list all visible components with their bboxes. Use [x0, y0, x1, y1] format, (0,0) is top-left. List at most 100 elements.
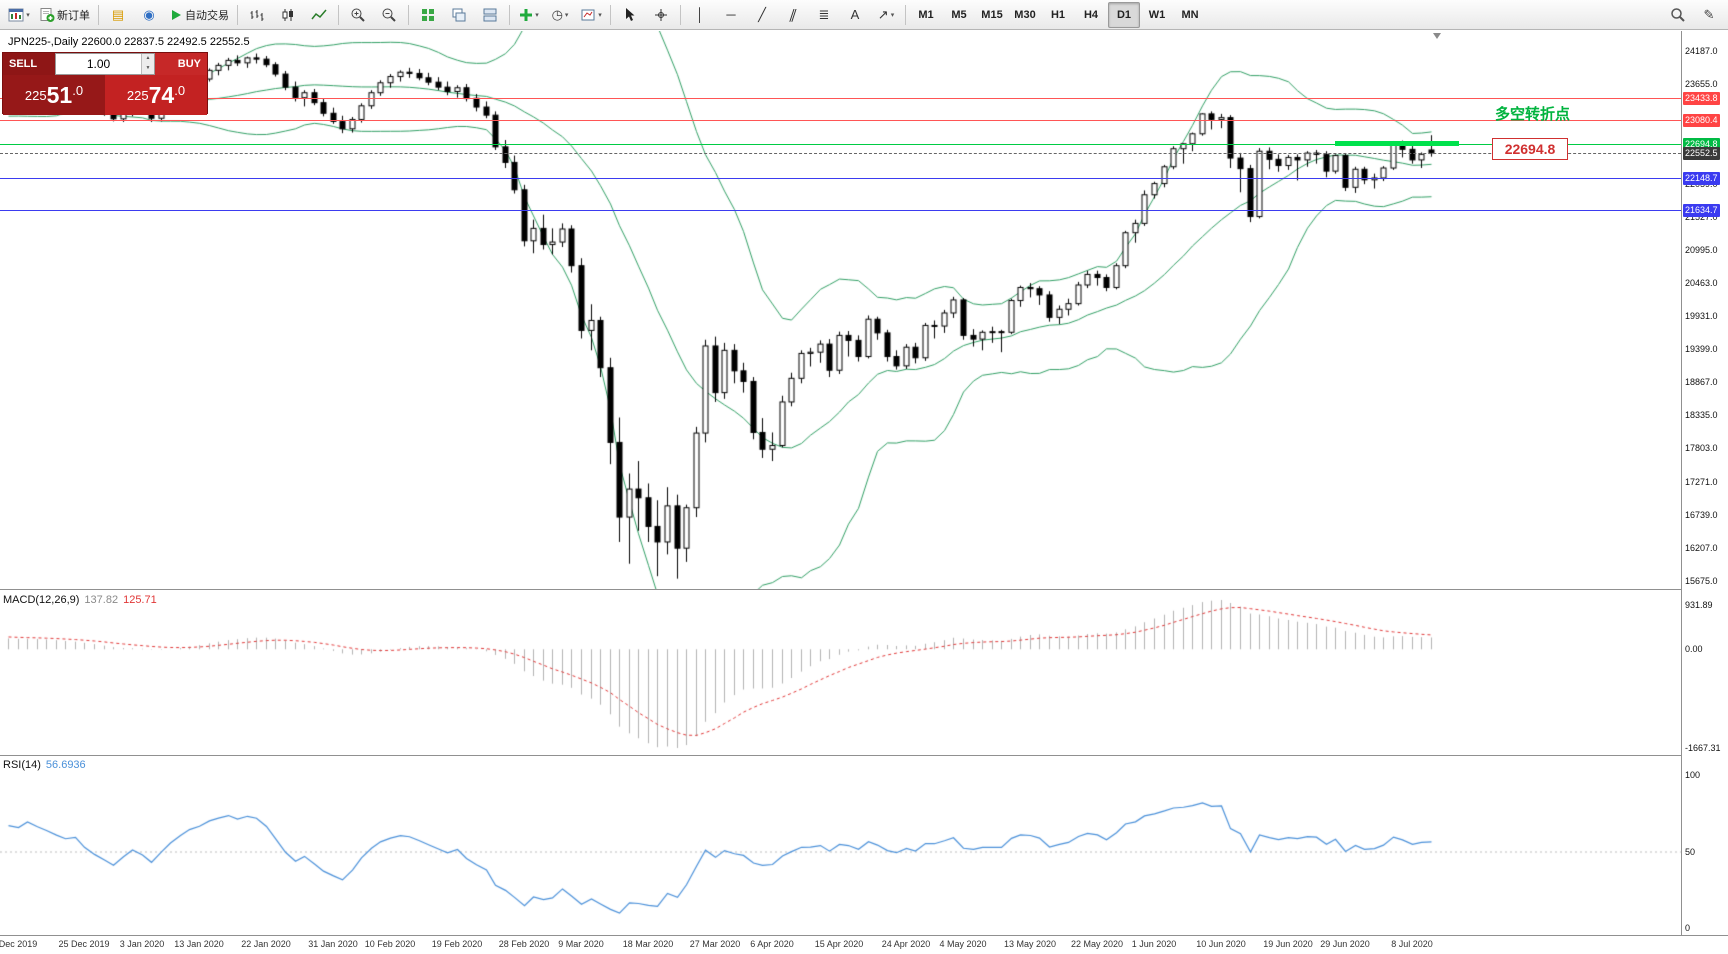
cascade-windows-button[interactable]: [444, 2, 474, 28]
sell-button[interactable]: SELL: [3, 53, 55, 75]
chevron-down-icon: ▾: [564, 11, 569, 19]
macd-canvas[interactable]: [0, 590, 1681, 756]
line-chart-button[interactable]: [304, 2, 334, 28]
main-chart-canvas[interactable]: [0, 31, 1681, 590]
new-order-button[interactable]: 新订单: [35, 2, 94, 28]
indicators-button[interactable]: ▾: [514, 2, 544, 28]
zoom-out-icon: [381, 7, 397, 23]
price-axis-badge: 23080.4: [1683, 114, 1720, 127]
templates-button[interactable]: ▾: [576, 2, 606, 28]
buy-price-button[interactable]: 225 74.0: [105, 75, 207, 115]
text-button[interactable]: A: [840, 2, 870, 28]
tile-windows-button[interactable]: [413, 2, 443, 28]
zoom-out-button[interactable]: [374, 2, 404, 28]
timeframe-mn-button-label: MN: [1181, 8, 1199, 21]
arrows-button[interactable]: ↗ ▾: [871, 2, 901, 28]
timeframe-m30-button[interactable]: M30: [1009, 2, 1041, 28]
timeframe-mn-button[interactable]: MN: [1174, 2, 1206, 28]
date-label: 22 Jan 2020: [241, 939, 291, 949]
cursor-icon: [622, 7, 638, 23]
timeframe-d1-button[interactable]: D1: [1108, 1, 1140, 28]
toolbar-separator: [98, 4, 99, 25]
date-label: 6 Apr 2020: [750, 939, 794, 949]
volume-value[interactable]: 1.00: [86, 57, 111, 71]
timeframe-m5-button[interactable]: M5: [943, 2, 975, 28]
channel-button[interactable]: ∥: [778, 2, 808, 28]
date-label: 10 Feb 2020: [364, 939, 416, 949]
date-label: 13 May 2020: [1003, 939, 1057, 949]
horizontal-line-21634.7[interactable]: [0, 210, 1681, 211]
toolbar-separator: [610, 4, 611, 25]
date-label: 15 Apr 2020: [814, 939, 864, 949]
date-label: 29 Jun 2020: [1320, 939, 1370, 949]
sell-price-button[interactable]: 225 51.0: [3, 75, 105, 115]
horizontal-line-button[interactable]: ─: [716, 2, 746, 28]
horizontal-line-23080.4[interactable]: [0, 120, 1681, 121]
time-axis: Dec 2019 25 Dec 2019 3 Jan 2020 13 Jan 2020…: [0, 936, 1681, 954]
volume-up-button[interactable]: ▲: [142, 54, 154, 64]
panel-separator[interactable]: [0, 589, 1728, 590]
timeframe-h1-button[interactable]: H1: [1042, 2, 1074, 28]
zoom-in-icon: [350, 7, 366, 23]
timeframe-h4-button-label: H4: [1083, 8, 1099, 21]
timeframe-m15-button[interactable]: M15: [976, 2, 1008, 28]
date-label: 4 May 2020: [939, 939, 987, 949]
zoom-in-button[interactable]: [343, 2, 373, 28]
navigator-button[interactable]: ◉: [134, 2, 164, 28]
chevron-down-icon: ▾: [890, 11, 895, 19]
market-watch-button[interactable]: ▤: [103, 2, 133, 28]
periods-button[interactable]: ◷ ▾: [545, 2, 575, 28]
arrange-windows-button[interactable]: [475, 2, 505, 28]
macd-axis-label: -1667.31: [1685, 743, 1721, 753]
trendline-icon: ╱: [758, 7, 766, 22]
price-axis-label: 20463.0: [1685, 278, 1718, 288]
fibonacci-button[interactable]: ≣: [809, 2, 839, 28]
buy-button[interactable]: BUY: [155, 53, 207, 75]
date-label: 27 Mar 2020: [689, 939, 741, 949]
bar-chart-button[interactable]: [242, 2, 272, 28]
timeframe-m30-button-label: M30: [1014, 8, 1036, 21]
panel-separator[interactable]: [0, 755, 1728, 756]
bars-icon: [249, 7, 265, 23]
autotrading-button[interactable]: 自动交易: [165, 2, 233, 28]
price-axis-label: 18867.0: [1685, 377, 1718, 387]
timeframe-m1-button-label: M1: [918, 8, 934, 21]
search-button[interactable]: [1663, 2, 1693, 28]
price-callout[interactable]: 22694.8: [1492, 138, 1568, 160]
vertical-line-button[interactable]: │: [685, 2, 715, 28]
price-axis-label: 21527.0: [1685, 212, 1718, 222]
timeframe-w1-button-label: W1: [1148, 8, 1166, 21]
price-axis-badge: 22148.7: [1683, 172, 1720, 185]
timeframe-m1-button[interactable]: M1: [910, 2, 942, 28]
toolbar-separator: [509, 4, 510, 25]
edit-button[interactable]: ✎: [1694, 2, 1724, 28]
volume-input[interactable]: 1.00 ▲ ▼: [55, 53, 155, 75]
crosshair-icon: [653, 7, 669, 23]
navigator-icon: ◉: [143, 7, 155, 22]
grid-green-icon: [420, 7, 436, 23]
candlestick-chart-button[interactable]: [273, 2, 303, 28]
tilewin-icon: [482, 7, 498, 23]
date-label: 28 Feb 2020: [498, 939, 550, 949]
plus-green-icon: [519, 8, 533, 22]
rsi-canvas[interactable]: [0, 756, 1681, 936]
chevron-down-icon: ▾: [598, 11, 602, 19]
date-label: 19 Jun 2020: [1263, 939, 1313, 949]
volume-down-button[interactable]: ▼: [142, 64, 154, 74]
timeframe-w1-button[interactable]: W1: [1141, 2, 1173, 28]
resistance-segment[interactable]: [1335, 141, 1459, 146]
horizontal-line-22148.7[interactable]: [0, 178, 1681, 179]
trendline-button[interactable]: ╱: [747, 2, 777, 28]
turning-point-annotation[interactable]: 多空转折点: [1494, 106, 1570, 123]
horizontal-line-23433.8[interactable]: [0, 98, 1681, 99]
current-price-line: [0, 153, 1681, 154]
horizontal-line-22694.8[interactable]: [0, 144, 1681, 145]
crosshair-button[interactable]: [646, 2, 676, 28]
timeframe-h4-button[interactable]: H4: [1075, 2, 1107, 28]
cursor-button[interactable]: [615, 2, 645, 28]
date-label: 24 Apr 2020: [881, 939, 931, 949]
new-chart-button[interactable]: ▾: [4, 2, 34, 28]
template-icon: [580, 7, 596, 23]
play-green-icon: [169, 8, 183, 22]
